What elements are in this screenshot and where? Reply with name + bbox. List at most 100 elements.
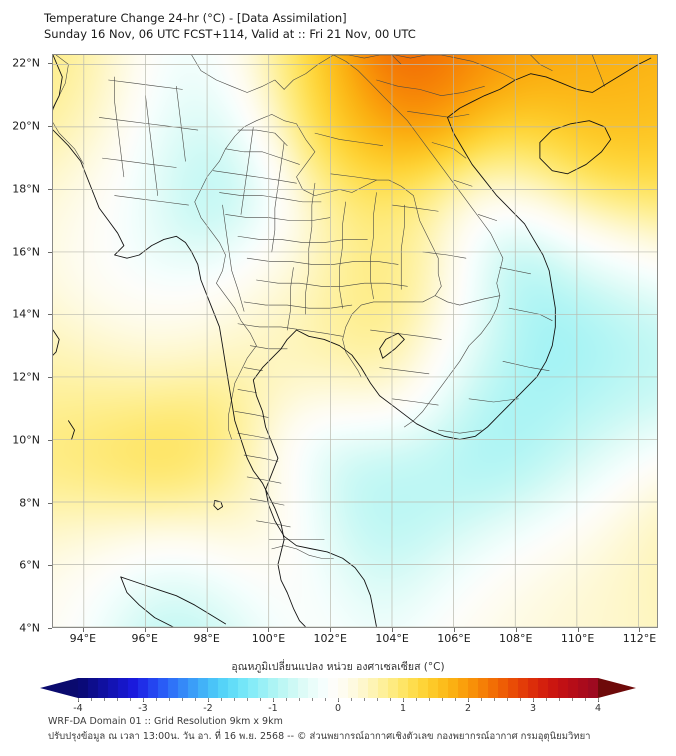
colorbar-minor-tick [533,698,534,701]
y-tick-label: 20°N [12,119,40,133]
colorbar-minor-tick [572,698,573,701]
colorbar-cell [128,678,138,698]
x-tick-mark [82,628,84,632]
colorbar-tick-label: 4 [594,703,602,714]
colorbar-tick-label: 1 [399,703,407,714]
colorbar-cells [78,678,598,698]
x-tick-label: 100°E [251,632,286,645]
x-tick-label: 106°E [437,632,471,645]
map-plot-area [52,54,658,628]
colorbar-minor-tick [130,698,131,701]
colorbar-cell [468,678,478,698]
colorbar-minor-tick [312,698,313,701]
colorbar-minor-tick [520,698,521,701]
x-tick-mark [268,628,270,632]
colorbar-cell [428,678,438,698]
colorbar-cell [188,678,198,698]
colorbar-cell [528,678,538,698]
latitude-axis: 22°N 20°N 18°N 16°N 14°N 12°N 10°N 8°N 6°N 4°N [0,0,52,756]
colorbar-cell [168,678,178,698]
colorbar-cell [288,678,298,698]
x-tick-label: 108°E [499,632,533,645]
footer-line2: ปรับปรุงข้อมูล ณ เวลา 13:00น. วัน อา. ที… [48,731,591,742]
colorbar-cell [448,678,458,698]
footer-line1: WRF-DA Domain 01 :: Grid Resolution 9km … [48,716,283,727]
y-tick-label: 10°N [12,433,40,447]
colorbar-minor-tick [442,698,443,701]
colorbar-minor-tick [117,698,118,701]
colorbar-minor-tick [221,698,222,701]
colorbar-cell [218,678,228,698]
y-tick-label: 18°N [12,182,40,196]
chart-title-block: Temperature Change 24-hr (°C) - [Data As… [44,10,416,42]
colorbar-cell [278,678,288,698]
colorbar-minor-tick [234,698,235,701]
colorbar-tick-label: -2 [203,703,213,714]
x-tick-label: 94°E [69,632,97,645]
colorbar-cell [558,678,568,698]
colorbar-minor-tick [169,698,170,701]
colorbar-cell [318,678,328,698]
y-tick-label: 16°N [12,245,40,259]
y-tick-mark [48,502,52,504]
colorbar-minor-tick [182,698,183,701]
x-tick-mark [144,628,146,632]
colorbar-cell [258,678,268,698]
colorbar-extend-high-arrow [598,678,636,698]
colorbar-minor-tick [78,698,79,701]
x-tick-mark [206,628,208,632]
colorbar-tick-label: -4 [73,703,83,714]
colorbar-cell [198,678,208,698]
colorbar-cell [358,678,368,698]
colorbar-cell [498,678,508,698]
x-tick-mark [515,628,517,632]
colorbar-minor-tick [299,698,300,701]
colorbar-cell [408,678,418,698]
x-tick-label: 96°E [131,632,158,645]
colorbar-minor-tick [455,698,456,701]
colorbar-minor-tick [260,698,261,701]
y-tick-mark [48,126,52,128]
colorbar-minor-tick [351,698,352,701]
colorbar-cell [458,678,468,698]
chart-title-line2: Sunday 16 Nov, 06 UTC FCST+114, Valid at… [44,27,416,41]
colorbar-cell [438,678,448,698]
colorbar-minor-tick [104,698,105,701]
colorbar-minor-tick [195,698,196,701]
colorbar-minor-tick [559,698,560,701]
colorbar-cell [98,678,108,698]
colorbar-cell [268,678,278,698]
colorbar-cell [108,678,118,698]
x-tick-mark [392,628,394,632]
colorbar-minor-tick [156,698,157,701]
colorbar-cell [158,678,168,698]
colorbar-cell [538,678,548,698]
colorbar-cell [588,678,598,698]
temperature-anomaly-field [53,55,657,627]
colorbar-cell [378,678,388,698]
colorbar-cell [508,678,518,698]
colorbar-minor-tick [481,698,482,701]
x-tick-mark [453,628,455,632]
colorbar-cell [398,678,408,698]
colorbar-minor-tick [546,698,547,701]
colorbar-cell [518,678,528,698]
y-tick-label: 12°N [12,370,40,384]
colorbar-cell [208,678,218,698]
colorbar-tick-label: 2 [464,703,472,714]
colorbar-minor-tick [429,698,430,701]
x-tick-mark [330,628,332,632]
colorbar-minor-tick [247,698,248,701]
colorbar-minor-tick [143,698,144,701]
colorbar-ticks: -4 -3 -2 -1 0 1 2 3 4 [40,698,636,714]
colorbar-cell [368,678,378,698]
colorbar-cell [228,678,238,698]
colorbar-minor-tick [585,698,586,701]
colorbar-tick-label: 3 [529,703,537,714]
colorbar-minor-tick [403,698,404,701]
x-tick-mark [639,628,641,632]
colorbar-cell [148,678,158,698]
colorbar-cell [418,678,428,698]
colorbar-cell [248,678,258,698]
x-tick-label: 102°E [313,632,347,645]
